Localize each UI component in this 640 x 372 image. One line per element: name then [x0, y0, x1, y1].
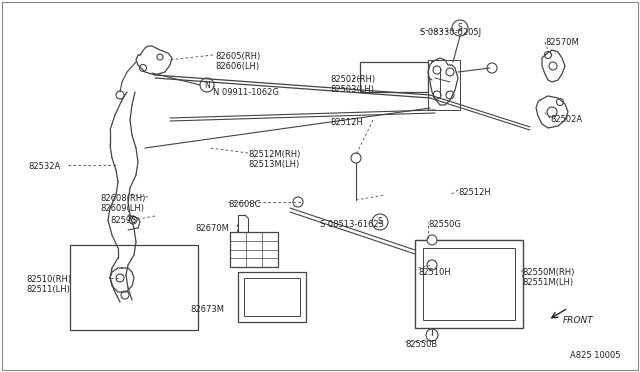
Text: 82512H: 82512H — [458, 188, 491, 197]
Text: N: N — [204, 80, 210, 90]
Text: 82608C: 82608C — [228, 200, 260, 209]
Text: 82502(RH)
82503(LH): 82502(RH) 82503(LH) — [330, 75, 375, 94]
Circle shape — [433, 66, 441, 74]
Bar — [415, 240, 523, 328]
Text: 82532A: 82532A — [28, 162, 60, 171]
Text: 82512H: 82512H — [330, 118, 363, 127]
Bar — [230, 232, 278, 267]
Circle shape — [487, 63, 497, 73]
Text: S 08513-61623: S 08513-61623 — [320, 220, 384, 229]
Circle shape — [547, 107, 557, 117]
Bar — [244, 278, 300, 316]
Circle shape — [446, 68, 454, 76]
Circle shape — [433, 91, 441, 99]
Circle shape — [549, 62, 557, 70]
Circle shape — [446, 91, 454, 99]
Text: 82510H: 82510H — [418, 268, 451, 277]
Circle shape — [293, 197, 303, 207]
Circle shape — [116, 91, 124, 99]
Text: 82595: 82595 — [110, 216, 136, 225]
Circle shape — [427, 260, 437, 270]
Text: S: S — [458, 23, 462, 32]
Text: S: S — [378, 218, 382, 227]
Text: 82510(RH)
82511(LH): 82510(RH) 82511(LH) — [26, 275, 71, 294]
Text: 82550M(RH)
82551M(LH): 82550M(RH) 82551M(LH) — [522, 268, 574, 288]
Text: 82570M: 82570M — [545, 38, 579, 47]
Bar — [360, 62, 428, 92]
Bar — [70, 245, 198, 330]
Text: S 08330-6205J: S 08330-6205J — [420, 28, 481, 37]
Text: N 09911-1062G: N 09911-1062G — [213, 88, 279, 97]
Text: 82608(RH)
82609(LH): 82608(RH) 82609(LH) — [100, 194, 145, 214]
Text: 82670M: 82670M — [195, 224, 229, 233]
Circle shape — [452, 20, 468, 36]
Circle shape — [200, 78, 214, 92]
Circle shape — [557, 99, 563, 106]
Circle shape — [129, 216, 137, 224]
Bar — [238, 272, 306, 322]
Circle shape — [426, 329, 438, 341]
Text: 82512M(RH)
82513M(LH): 82512M(RH) 82513M(LH) — [248, 150, 300, 169]
Circle shape — [121, 291, 129, 299]
Text: 82550G: 82550G — [428, 220, 461, 229]
Circle shape — [140, 64, 147, 71]
Text: 82502A: 82502A — [550, 115, 582, 124]
Circle shape — [116, 274, 124, 282]
Text: 82605(RH)
82606(LH): 82605(RH) 82606(LH) — [215, 52, 260, 71]
Text: 82550B: 82550B — [405, 340, 437, 349]
Circle shape — [427, 235, 437, 245]
Circle shape — [157, 54, 163, 60]
Text: FRONT: FRONT — [563, 316, 594, 325]
Text: 82673M: 82673M — [190, 305, 224, 314]
Text: A825 10005: A825 10005 — [570, 351, 620, 360]
Circle shape — [351, 153, 361, 163]
Circle shape — [372, 214, 388, 230]
Circle shape — [545, 51, 552, 58]
Bar — [423, 248, 515, 320]
